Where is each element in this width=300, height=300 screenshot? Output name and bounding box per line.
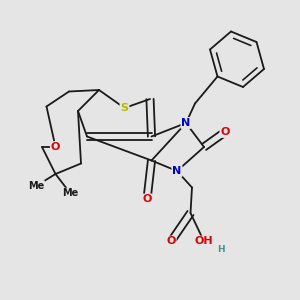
Text: O: O xyxy=(220,127,230,137)
Text: N: N xyxy=(172,166,182,176)
Text: O: O xyxy=(166,236,176,247)
Text: Me: Me xyxy=(28,181,44,191)
Text: Me: Me xyxy=(62,188,79,199)
Text: O: O xyxy=(142,194,152,205)
Text: OH: OH xyxy=(195,236,213,247)
Text: O: O xyxy=(51,142,60,152)
Text: S: S xyxy=(121,103,128,113)
Text: N: N xyxy=(182,118,190,128)
Text: H: H xyxy=(217,244,224,253)
